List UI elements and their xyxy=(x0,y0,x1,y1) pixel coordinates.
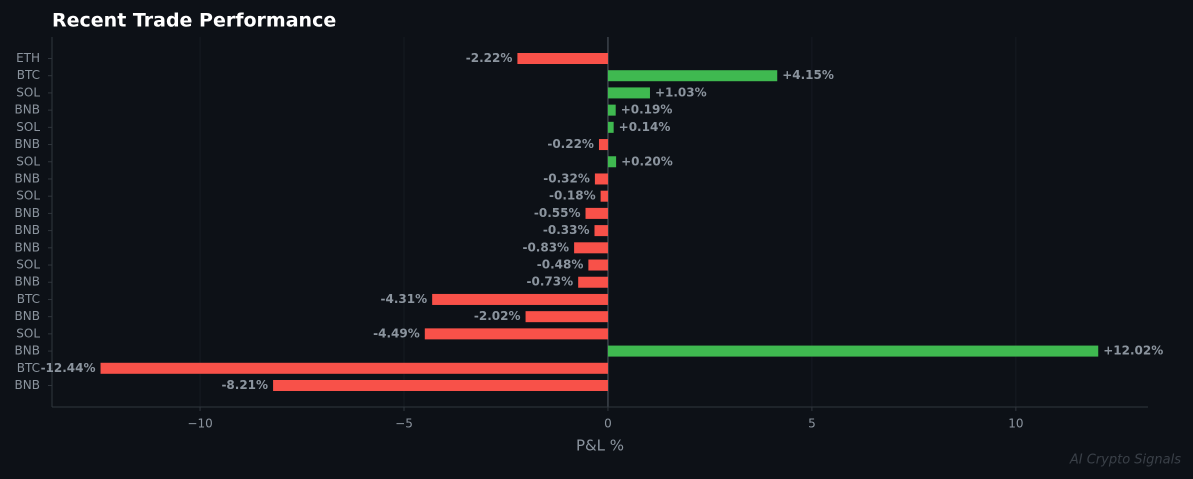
bar xyxy=(607,345,1099,357)
y-tick-label: BNB xyxy=(15,103,40,117)
y-tick-label: BNB xyxy=(15,171,40,185)
bar xyxy=(598,139,608,151)
bar xyxy=(517,52,608,65)
value-label: -0.55% xyxy=(534,206,581,220)
x-tick-label: 10 xyxy=(1008,417,1023,431)
bar xyxy=(424,328,608,340)
bar xyxy=(588,259,608,271)
value-label: +4.15% xyxy=(782,68,834,82)
y-tick-label: SOL xyxy=(16,258,40,272)
y-tick-label: BNB xyxy=(15,137,40,151)
value-label: +0.19% xyxy=(621,103,673,117)
value-label: +0.14% xyxy=(619,120,671,134)
value-label: -2.02% xyxy=(474,309,521,323)
y-tick-label: BTC xyxy=(17,361,40,375)
bar xyxy=(607,156,617,168)
x-axis-label: P&L % xyxy=(576,437,624,455)
bar xyxy=(574,242,608,254)
value-label: -12.44% xyxy=(41,361,96,375)
value-label: -0.83% xyxy=(522,240,569,254)
value-label: +1.03% xyxy=(655,85,707,99)
y-tick-label: BNB xyxy=(15,309,40,323)
y-tick-label: BTC xyxy=(17,68,40,82)
value-label: -0.73% xyxy=(527,275,574,289)
y-tick-label: SOL xyxy=(16,326,40,340)
y-tick-label: SOL xyxy=(16,85,40,99)
bar xyxy=(100,362,608,374)
y-tick-label: SOL xyxy=(16,154,40,168)
bar xyxy=(585,207,608,219)
bar xyxy=(578,276,608,288)
value-label: -4.49% xyxy=(373,326,420,340)
y-tick-label: SOL xyxy=(16,189,40,203)
bar xyxy=(607,70,778,82)
bar xyxy=(273,379,608,392)
value-label: +12.02% xyxy=(1103,344,1163,358)
bar xyxy=(607,121,614,133)
y-tick-label: BNB xyxy=(15,240,40,254)
bar xyxy=(607,87,650,99)
x-tick-label: 5 xyxy=(808,417,816,431)
bar xyxy=(594,173,608,185)
x-tick-label: −5 xyxy=(395,417,413,431)
bar xyxy=(600,190,608,202)
value-label: -2.22% xyxy=(466,51,513,65)
value-label: -0.32% xyxy=(543,171,590,185)
y-tick-label: BNB xyxy=(15,275,40,289)
value-label: -4.31% xyxy=(381,292,428,306)
y-tick-label: SOL xyxy=(16,120,40,134)
y-tick-label: ETH xyxy=(16,51,40,65)
y-tick-label: BNB xyxy=(15,206,40,220)
y-tick-label: BNB xyxy=(15,223,40,237)
bar xyxy=(432,293,608,305)
watermark: AI Crypto Signals xyxy=(1069,453,1181,468)
value-label: -0.33% xyxy=(543,223,590,237)
chart-title: Recent Trade Performance xyxy=(52,10,336,32)
bar xyxy=(525,311,608,323)
y-tick-label: BNB xyxy=(15,344,40,358)
value-label: -8.21% xyxy=(221,378,268,392)
x-tick-label: 0 xyxy=(604,417,612,431)
value-label: -0.18% xyxy=(549,189,596,203)
x-tick-label: −10 xyxy=(187,417,212,431)
bar xyxy=(594,225,608,237)
bar xyxy=(607,104,616,116)
value-label: +0.20% xyxy=(621,154,673,168)
value-label: -0.22% xyxy=(547,137,594,151)
y-tick-label: BNB xyxy=(15,378,40,392)
value-label: -0.48% xyxy=(537,258,584,272)
y-tick-label: BTC xyxy=(17,292,40,306)
